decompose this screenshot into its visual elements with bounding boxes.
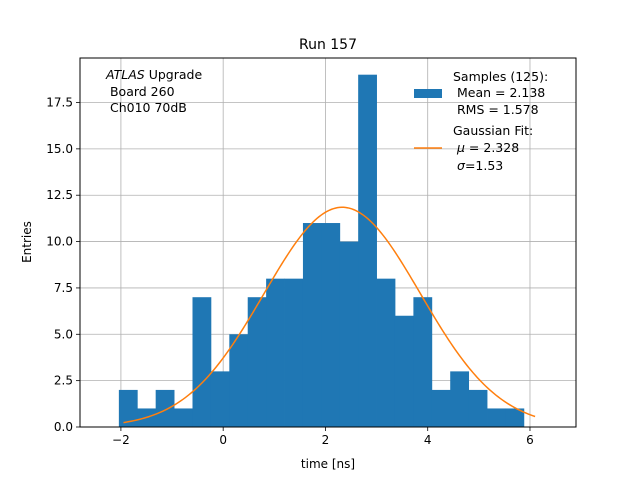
x-tick-label-1: 0	[219, 433, 227, 447]
annotation-atlas: ATLAS	[105, 67, 145, 82]
histogram-bar-12	[339, 241, 359, 427]
x-tick-label-0: −2	[112, 433, 130, 447]
legend-sigma-symbol: σ	[457, 158, 466, 173]
histogram-bar-14	[376, 278, 396, 427]
x-axis-ticks: −2 0 2 4 6	[112, 427, 534, 447]
histogram-bars	[118, 74, 525, 427]
histogram-bar-13	[358, 74, 377, 427]
legend: Samples (125): Mean = 2.138 RMS = 1.578 …	[414, 69, 548, 173]
annotation-line-2: Board 260	[106, 84, 175, 99]
histogram-bar-19	[468, 389, 488, 427]
histogram-bar-4	[192, 297, 212, 427]
y-tick-label-4: 10.0	[46, 235, 73, 249]
histogram-bar-3	[174, 408, 193, 427]
y-tick-label-5: 12.5	[46, 188, 73, 202]
legend-fit-mu: μ = 2.328	[456, 140, 519, 155]
chart-title: Run 157	[299, 37, 357, 53]
histogram-bar-10	[302, 223, 322, 427]
histogram-bar-18	[450, 371, 470, 427]
legend-mu-symbol: μ	[456, 140, 465, 155]
histogram-bar-11	[321, 223, 341, 427]
y-axis-ticks: 0.0 2.5 5.0 7.5 10.0 12.5 15.0 17.5	[46, 96, 80, 434]
histogram-bar-8	[266, 278, 285, 427]
y-tick-label-1: 2.5	[54, 374, 73, 388]
histogram-bar-5	[210, 371, 230, 427]
annotation: ATLAS Upgrade Board 260 Ch010 70dB	[105, 67, 202, 115]
annotation-upgrade: Upgrade	[145, 67, 203, 82]
y-tick-label-7: 17.5	[46, 96, 73, 110]
legend-fit-title: Gaussian Fit:	[453, 123, 533, 138]
annotation-line-3: Ch010 70dB	[106, 100, 187, 115]
histogram-bar-17	[431, 389, 451, 427]
x-tick-label-4: 6	[526, 433, 534, 447]
x-axis-label: time [ns]	[301, 457, 355, 471]
gaussian-fit-line	[123, 206, 536, 424]
gaussian-fit	[123, 206, 536, 424]
histogram-bar-6	[229, 334, 249, 427]
histogram-bar-15	[394, 315, 414, 427]
y-tick-label-2: 5.0	[54, 327, 73, 341]
annotation-line-1: ATLAS Upgrade	[105, 67, 202, 82]
histogram-bar-2	[155, 389, 175, 427]
y-tick-label-3: 7.5	[54, 281, 73, 295]
histogram-bar-20	[487, 408, 506, 427]
histogram-bar-0	[118, 389, 138, 427]
histogram-bar-21	[505, 408, 525, 427]
legend-samples-swatch	[414, 89, 442, 98]
y-tick-label-6: 15.0	[46, 142, 73, 156]
histogram-bar-7	[247, 297, 267, 427]
legend-mu-value: = 2.328	[465, 140, 519, 155]
legend-fit-sigma: σ=1.53	[457, 158, 503, 173]
y-axis-label: Entries	[20, 221, 34, 263]
x-tick-label-3: 4	[424, 433, 432, 447]
x-tick-label-2: 2	[322, 433, 330, 447]
plot-frame	[79, 57, 577, 428]
legend-samples-mean: Mean = 2.138	[453, 85, 545, 100]
legend-sigma-value: =1.53	[465, 158, 503, 173]
histogram-bar-9	[284, 278, 304, 427]
y-tick-label-0: 0.0	[54, 420, 73, 434]
histogram-bar-16	[413, 297, 433, 427]
legend-samples-rms: RMS = 1.578	[453, 102, 539, 117]
legend-samples-title: Samples (125):	[453, 69, 548, 84]
